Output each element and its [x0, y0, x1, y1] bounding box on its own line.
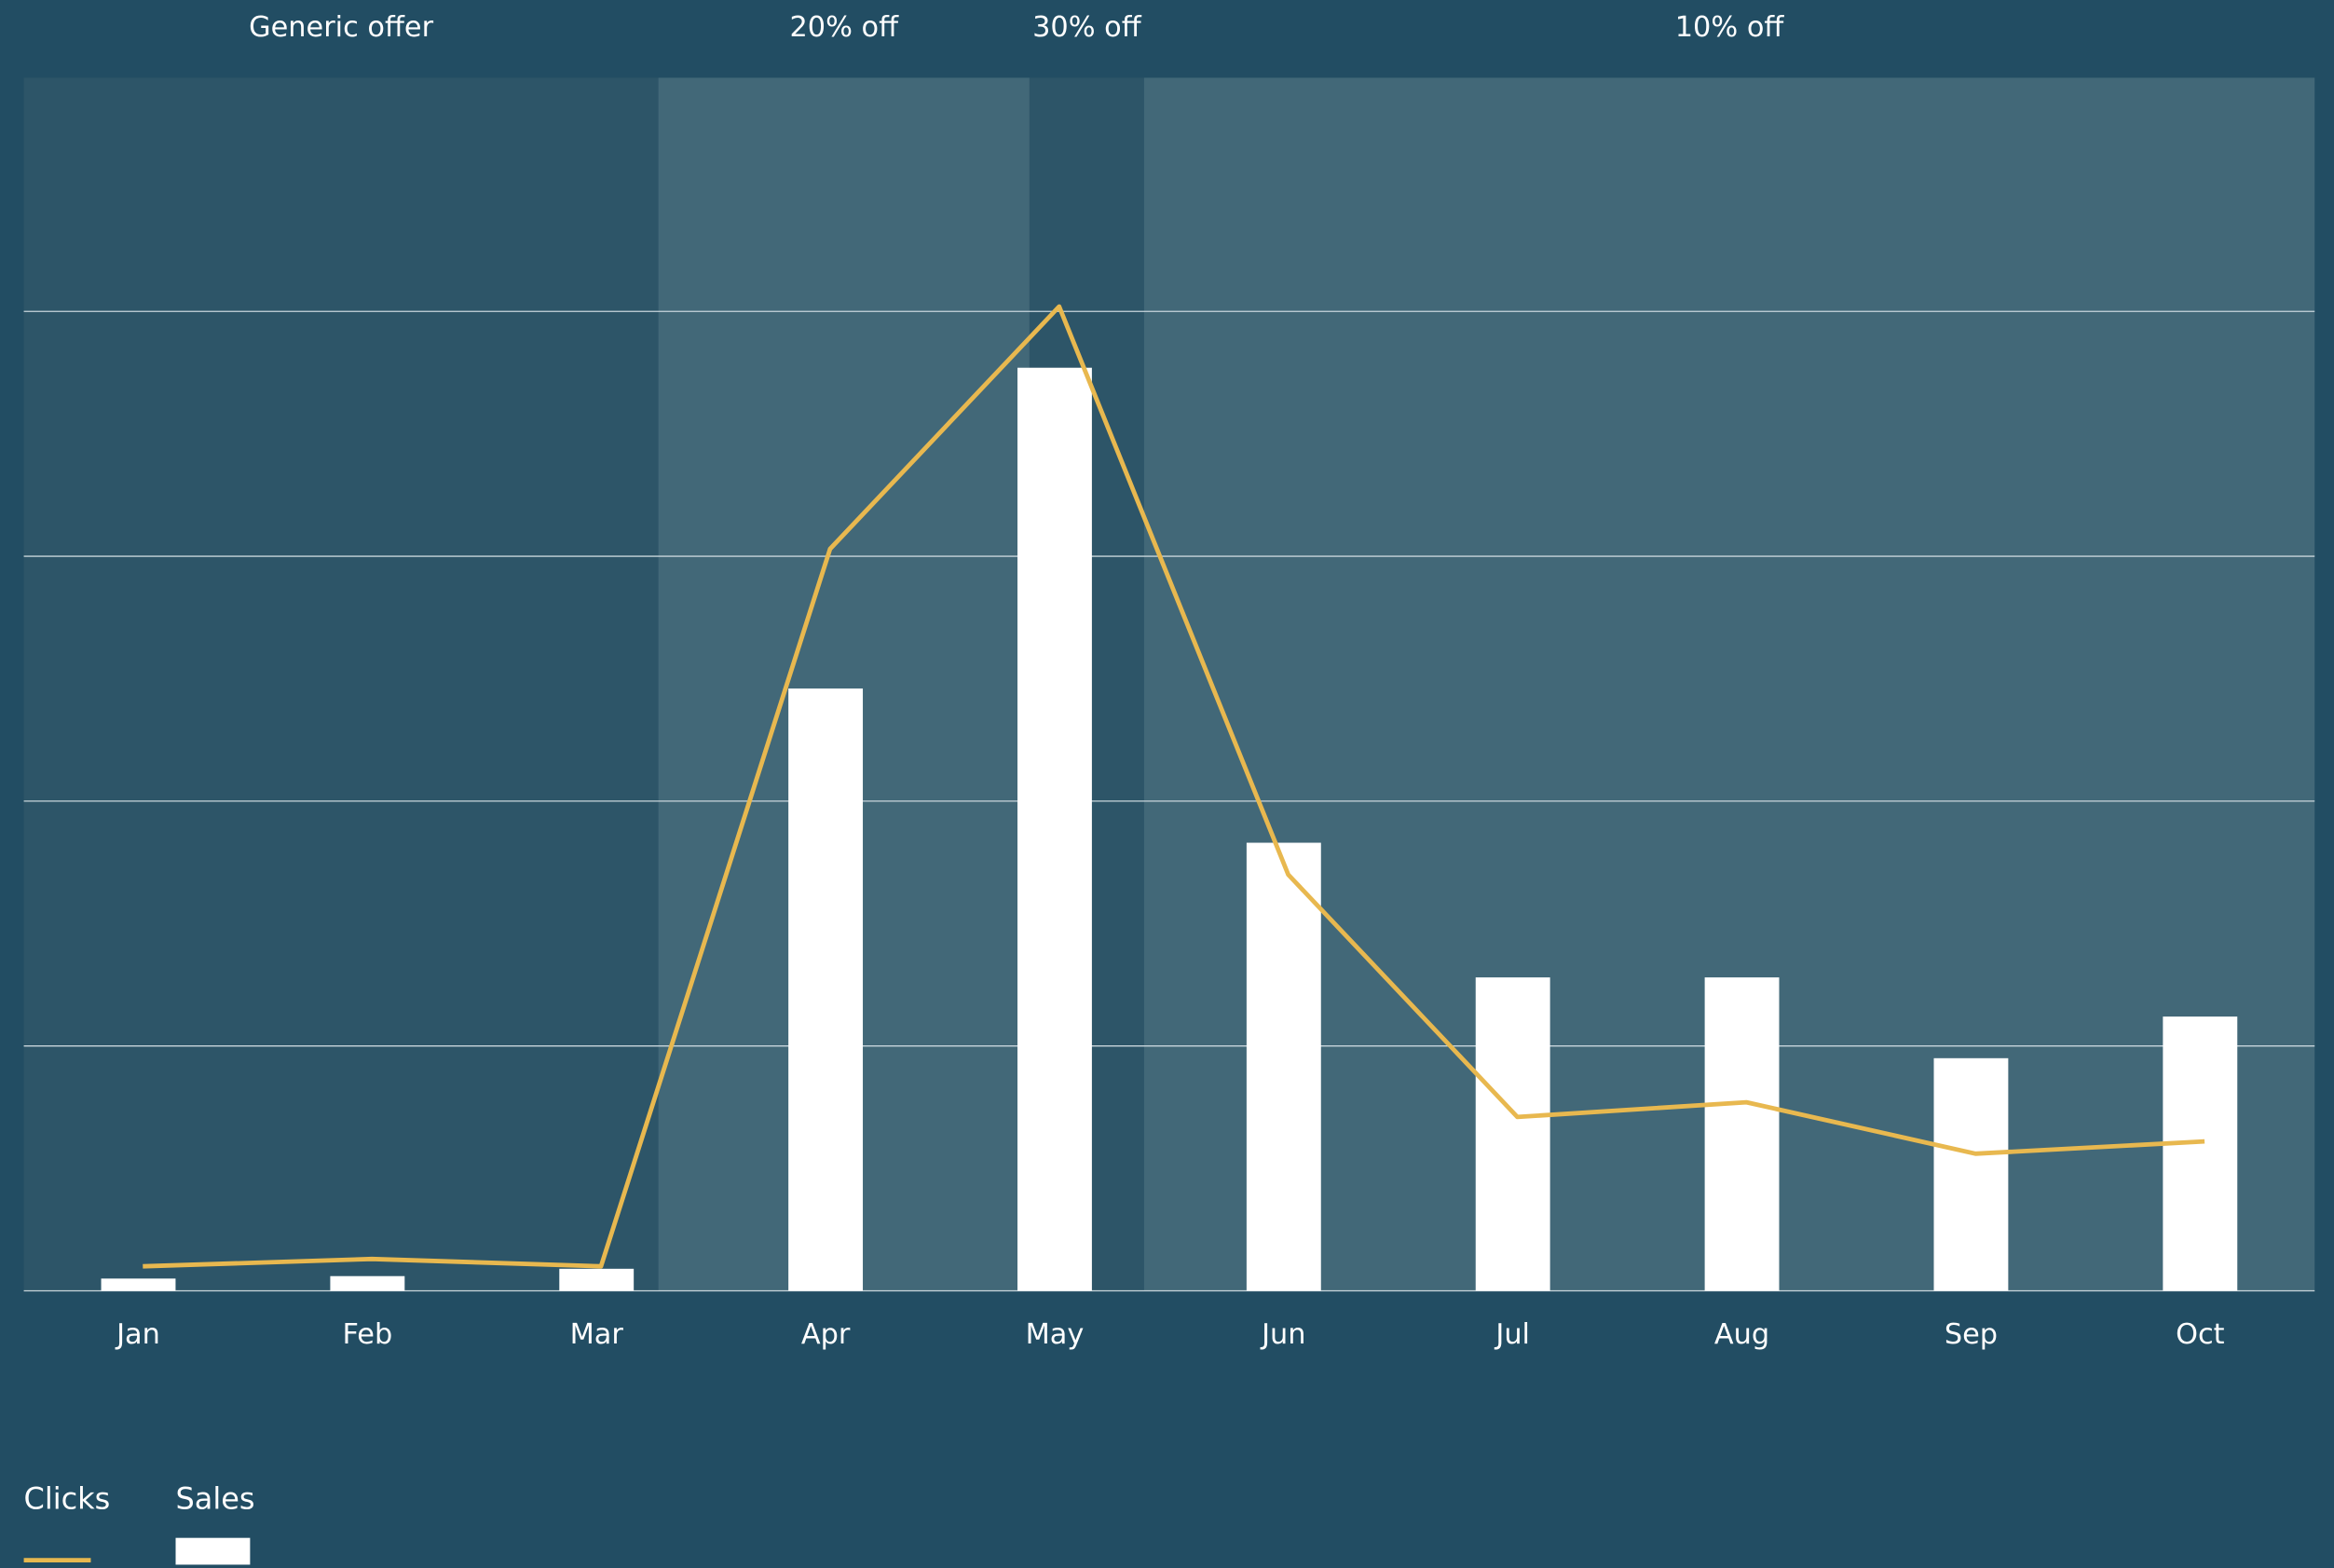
legend-label: Sales	[176, 1481, 255, 1517]
x-tick-label: Mar	[570, 1318, 624, 1351]
line	[143, 304, 2205, 1269]
period-label: 30% off	[1032, 11, 1142, 44]
period-band	[23, 77, 659, 1291]
x-tick-label: Aug	[1714, 1318, 1769, 1351]
bar	[2163, 1016, 2238, 1291]
x-tick-label: Jul	[1494, 1318, 1530, 1351]
legend-label: Clicks	[24, 1481, 111, 1517]
bar	[1246, 842, 1321, 1291]
bar	[1475, 977, 1550, 1291]
x-tick-label: Feb	[342, 1318, 392, 1351]
bar	[1704, 977, 1780, 1291]
x-tick-label: Sep	[1945, 1318, 1998, 1351]
x-tick-label: Apr	[801, 1318, 851, 1351]
period-label: Generic offer	[249, 11, 433, 44]
bar	[788, 688, 864, 1291]
bar	[1017, 367, 1092, 1291]
bar	[330, 1275, 405, 1291]
x-tick-label: Jan	[115, 1318, 160, 1351]
legend-swatch	[175, 1537, 251, 1565]
x-tick-label: Oct	[2176, 1318, 2225, 1351]
bar	[559, 1268, 635, 1291]
x-tick-label: Jun	[1260, 1318, 1305, 1351]
bar	[1933, 1057, 2009, 1291]
period-label: 20% off	[789, 11, 899, 44]
bar	[101, 1278, 176, 1291]
period-label: 10% off	[1675, 11, 1785, 44]
x-tick-label: May	[1026, 1318, 1085, 1351]
